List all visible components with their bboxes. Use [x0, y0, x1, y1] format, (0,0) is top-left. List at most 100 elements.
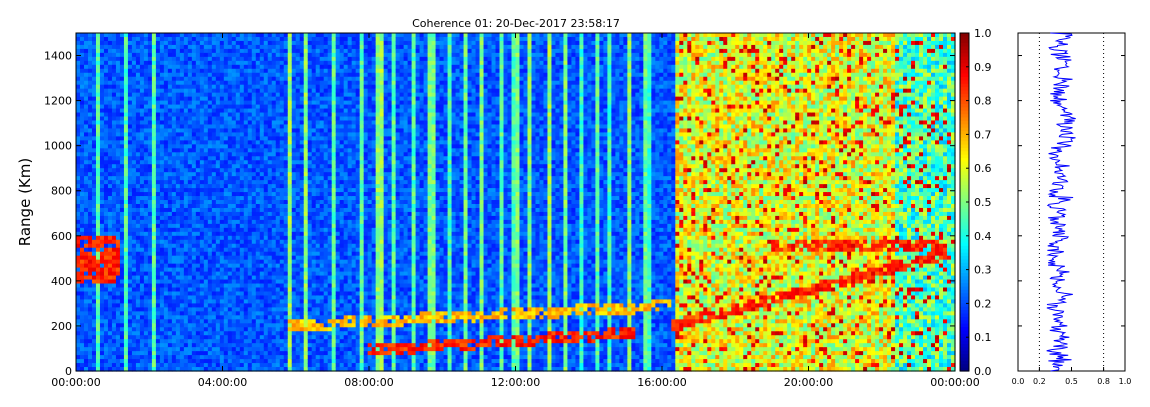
heatmap-cell — [80, 355, 85, 360]
heatmap-cell — [247, 172, 253, 177]
heatmap-cell — [135, 219, 141, 225]
heatmap-cell — [111, 168, 117, 173]
heatmap-cell — [259, 184, 265, 189]
heatmap-cell — [183, 367, 189, 372]
heatmap-cell — [191, 132, 197, 137]
heatmap-cell — [287, 192, 293, 197]
heatmap-cell — [111, 211, 117, 217]
heatmap-cell — [95, 72, 101, 78]
heatmap-cell — [99, 152, 105, 157]
heatmap-cell — [219, 283, 225, 289]
heatmap-cell — [271, 100, 277, 106]
heatmap-cell — [251, 44, 257, 50]
heatmap-cell — [119, 96, 125, 102]
heatmap-cell — [267, 307, 273, 312]
heatmap-cell — [155, 33, 161, 38]
heatmap-cell — [187, 188, 193, 193]
heatmap-cell — [287, 136, 293, 141]
heatmap-cell — [247, 259, 253, 265]
heatmap-cell — [139, 184, 145, 189]
heatmap-cell — [175, 156, 181, 161]
heatmap-cell — [111, 124, 117, 130]
heatmap-cell — [76, 148, 81, 153]
heatmap-cell — [115, 96, 121, 102]
heatmap-cell — [223, 192, 229, 197]
heatmap-cell — [303, 355, 309, 360]
heatmap-cell — [259, 359, 265, 364]
heatmap-cell — [76, 116, 81, 122]
heatmap-cell — [151, 323, 157, 328]
heatmap-cell — [147, 271, 153, 277]
heatmap-cell — [263, 136, 269, 141]
heatmap-cell — [263, 207, 269, 213]
heatmap-cell — [175, 323, 181, 328]
heatmap-cell — [267, 33, 273, 38]
heatmap-cell — [203, 144, 209, 149]
heatmap-cell — [151, 219, 157, 225]
heatmap-cell — [227, 327, 233, 332]
heatmap-cell — [259, 80, 265, 86]
heatmap-cell — [111, 176, 117, 181]
heatmap-cell — [215, 303, 221, 308]
heatmap-cell — [139, 227, 145, 233]
heatmap-cell — [211, 339, 217, 344]
heatmap-cell — [123, 52, 129, 58]
heatmap-cell — [159, 84, 165, 90]
heatmap-cell — [295, 180, 301, 185]
heatmap-cell — [171, 72, 177, 78]
heatmap-cell — [135, 112, 141, 118]
heatmap-cell — [239, 215, 245, 221]
heatmap-cell — [195, 335, 201, 340]
heatmap-cell — [235, 148, 241, 153]
heatmap-cell — [87, 128, 93, 134]
heatmap-cell — [76, 279, 81, 285]
heatmap-cell — [267, 84, 273, 90]
heatmap-cell — [239, 152, 245, 157]
heatmap-cell — [99, 211, 105, 217]
heatmap-cell — [131, 108, 137, 114]
heatmap-cell — [211, 144, 217, 149]
heatmap-cell — [139, 215, 145, 221]
heatmap-cell — [211, 160, 217, 165]
heatmap-cell — [191, 56, 197, 62]
heatmap-cell — [151, 44, 157, 50]
heatmap-cell — [167, 359, 173, 364]
heatmap-cell — [127, 92, 133, 98]
heatmap-cell — [247, 96, 253, 102]
heatmap-cell — [215, 331, 221, 336]
heatmap-cell — [123, 351, 129, 356]
heatmap-cell — [187, 215, 193, 221]
heatmap-cell — [151, 355, 157, 360]
heatmap-cell — [76, 247, 81, 253]
heatmap-cell — [299, 295, 305, 301]
heatmap-cell — [219, 243, 225, 249]
heatmap-cell — [107, 160, 113, 165]
heatmap-cell — [263, 124, 269, 130]
heatmap-cell — [151, 367, 157, 372]
heatmap-cell — [255, 52, 261, 58]
heatmap-cell — [103, 359, 109, 364]
heatmap-cell — [203, 307, 209, 312]
heatmap-cell — [199, 108, 205, 114]
heatmap-cell — [179, 200, 185, 205]
heatmap-cell — [303, 40, 309, 46]
heatmap-cell — [199, 168, 205, 173]
heatmap-cell — [287, 355, 293, 360]
heatmap-cell — [243, 68, 249, 74]
heatmap-cell — [175, 120, 181, 126]
heatmap-cell — [295, 68, 301, 74]
heatmap-cell — [80, 367, 85, 372]
heatmap-cell — [151, 347, 157, 352]
heatmap-cell — [279, 219, 285, 225]
heatmap-cell — [231, 255, 237, 261]
heatmap-cell — [159, 160, 165, 165]
heatmap-cell — [91, 207, 97, 213]
heatmap-cell — [251, 200, 257, 205]
heatmap-cell — [259, 259, 265, 265]
heatmap-cell — [167, 180, 173, 185]
heatmap-cell — [263, 128, 269, 134]
heatmap-cell — [303, 96, 309, 102]
heatmap-cell — [87, 152, 93, 157]
heatmap-cell — [111, 184, 117, 189]
heatmap-cell — [279, 259, 285, 265]
